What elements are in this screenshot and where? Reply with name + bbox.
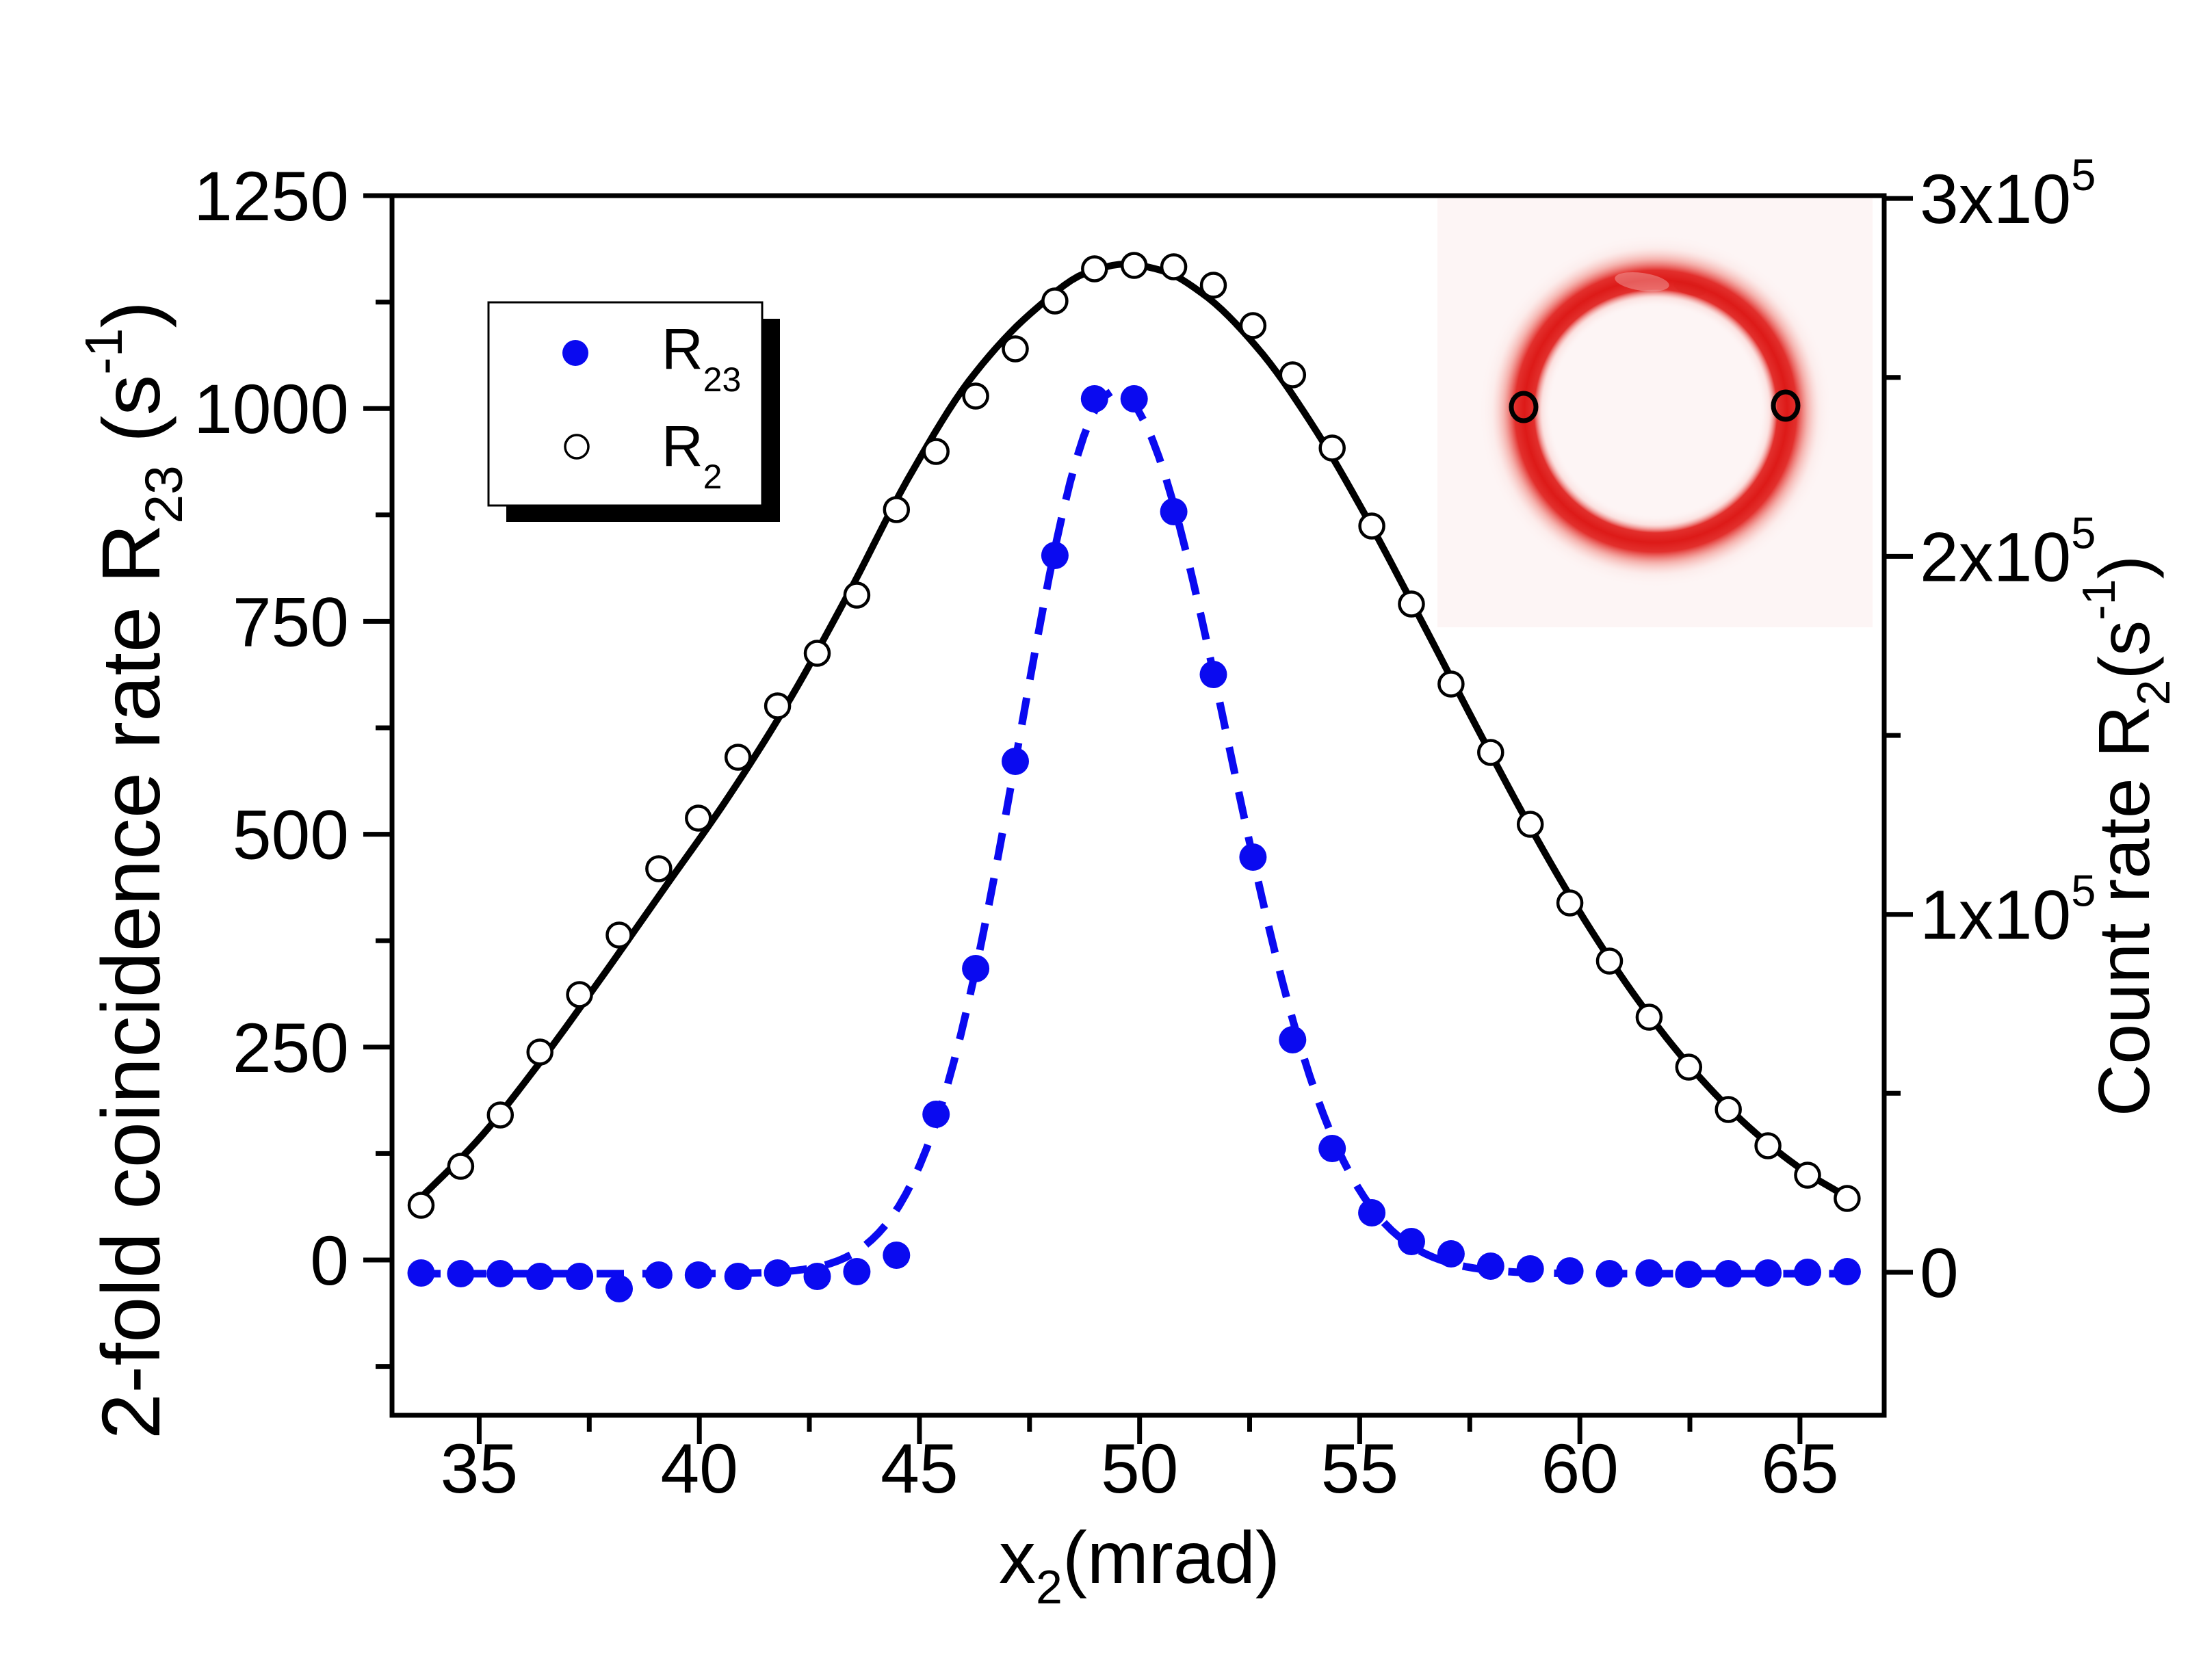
- svg-text:0: 0: [310, 1222, 349, 1300]
- svg-text:55: 55: [1321, 1430, 1398, 1508]
- svg-text:60: 60: [1541, 1430, 1618, 1508]
- svg-text:0: 0: [1920, 1234, 1959, 1312]
- svg-text:40: 40: [660, 1430, 738, 1508]
- svg-text:2x105: 2x105: [1920, 508, 2096, 596]
- svg-text:45: 45: [881, 1430, 958, 1508]
- svg-text:1000: 1000: [194, 370, 349, 448]
- svg-text:50: 50: [1101, 1430, 1178, 1508]
- svg-text:3x105: 3x105: [1920, 150, 2096, 238]
- svg-text:Count rate R2(s-1): Count rate R2(s-1): [2073, 555, 2180, 1117]
- svg-text:65: 65: [1761, 1430, 1838, 1508]
- svg-text:35: 35: [441, 1430, 518, 1508]
- svg-text:250: 250: [233, 1009, 349, 1087]
- svg-text:750: 750: [233, 583, 349, 661]
- svg-text:1250: 1250: [194, 157, 349, 235]
- svg-text:x2(mrad): x2(mrad): [999, 1516, 1280, 1614]
- svg-text:500: 500: [233, 796, 349, 874]
- svg-text:1x105: 1x105: [1920, 866, 2096, 954]
